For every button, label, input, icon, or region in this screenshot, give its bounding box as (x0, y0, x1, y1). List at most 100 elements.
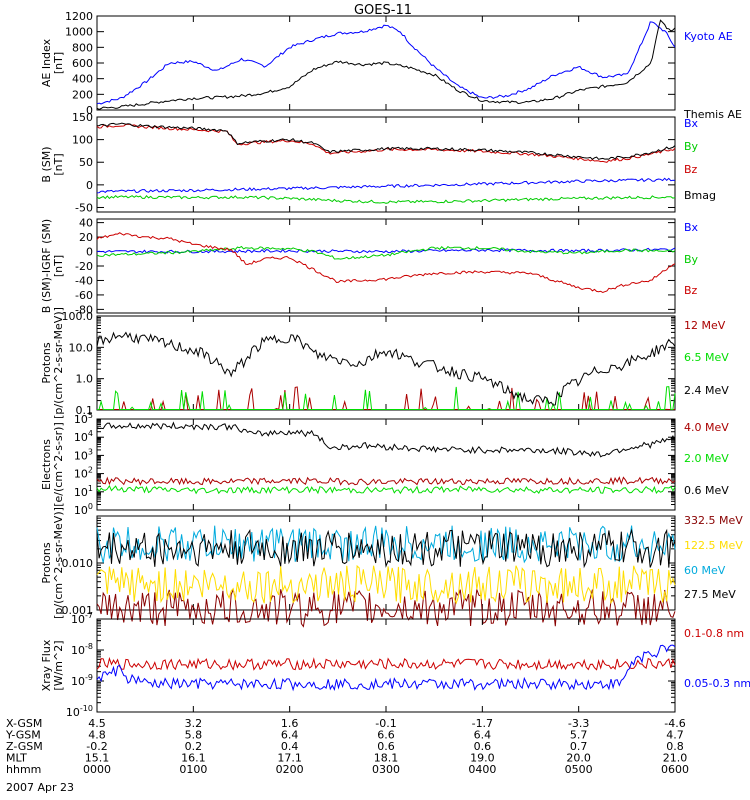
y-tick-label: 105 (74, 411, 93, 426)
time-axis-value: 21.0 (663, 752, 688, 765)
time-axis-value: 6.4 (281, 729, 299, 742)
y-axis-label: [e/(cm^2-s-sr)] (52, 422, 65, 507)
time-axis-value: 4.5 (88, 717, 106, 730)
time-axis-value: 0100 (179, 763, 207, 776)
legend-label: 2.0 MeV (684, 452, 729, 465)
panel-frame (96, 618, 676, 713)
time-axis-value: 4.7 (666, 729, 684, 742)
series-line-kyoto-ae (96, 21, 676, 105)
legend-label: 12 MeV (684, 319, 726, 332)
y-axis-label: B (SM)-IGRF (SM) (40, 219, 53, 313)
panel-4: 0.1 1.0 10.0 100.0 Protons [p/(cm^2-s-sr-MeV)… (40, 307, 729, 419)
legend-label: Bx (684, 221, 699, 234)
time-axis-value: -0.1 (375, 717, 396, 730)
legend-label: 60 MeV (684, 564, 726, 577)
y-tick-label: -80 (75, 303, 93, 316)
time-axis-value: 1.6 (281, 717, 299, 730)
time-axis-value: -0.2 (86, 740, 107, 753)
y-tick-label: 100 (72, 134, 93, 147)
time-axis-row-label: hhmm (6, 763, 41, 776)
panel-6: 0.001 0.010 Protons [p/(cm^2-s-sr-MeV)] 332.… (40, 507, 743, 628)
y-tick-label: 800 (72, 41, 93, 54)
time-axis-value: 15.1 (85, 752, 110, 765)
series-line-0-6-mev (96, 421, 676, 458)
panel-5: 100 101 102 103 104 105 Electrons [e/(cm^2-s-sr… (40, 411, 729, 517)
series-line-bmag (96, 122, 676, 160)
legend-label: 4.0 MeV (684, 421, 729, 434)
time-axis-value: 18.1 (374, 752, 399, 765)
time-axis-value: 0.6 (377, 740, 395, 753)
time-axis-value: -3.3 (568, 717, 589, 730)
y-axis-label: Protons (40, 542, 53, 583)
y-tick-label: 104 (74, 429, 93, 444)
y-tick-label: 50 (79, 156, 93, 169)
time-axis-value: 19.0 (470, 752, 495, 765)
time-axis-value: 20.0 (566, 752, 591, 765)
time-axis-value: 0000 (83, 763, 111, 776)
series-line-themis-ae (96, 19, 676, 110)
y-tick-label: 102 (74, 466, 93, 481)
y-tick-label: 600 (72, 57, 93, 70)
series-line-bx (96, 247, 676, 254)
series-line-bz (96, 232, 676, 294)
y-tick-label: 1200 (65, 10, 93, 23)
y-tick-label: 103 (74, 447, 93, 462)
time-axis-row-label: Z-GSM (6, 740, 43, 753)
y-axis-label: AE Index (40, 38, 53, 87)
time-axis-value: 0.7 (570, 740, 588, 753)
series-line-27-5-mev (96, 528, 676, 569)
series-line-122-5-mev (96, 564, 676, 605)
panel-2: -50 0 50 100 150 B (SM) [nT] Bx By Bz Bmag (40, 111, 716, 214)
time-axis-value: 16.1 (181, 752, 206, 765)
y-tick-label: -40 (75, 274, 93, 287)
time-axis-value: 0200 (276, 763, 304, 776)
y-axis-label: [nT] (52, 255, 65, 277)
y-tick-label: 20 (79, 231, 93, 244)
series-line-4-0-mev (96, 476, 676, 486)
time-axis-value: 17.1 (277, 752, 302, 765)
time-axis-table: X-GSM 4.5 3.2 1.6 -0.1 -1.7 -3.3 -4.6 Y-GSM 4.8 5.… (5, 717, 689, 776)
panel-frame (96, 218, 676, 314)
time-axis-value: 6.6 (377, 729, 395, 742)
y-tick-label: 0 (86, 104, 93, 117)
time-axis-value: 0300 (372, 763, 400, 776)
time-axis-value: 6.4 (474, 729, 492, 742)
legend-label: 332.5 MeV (684, 514, 743, 527)
legend-label: Bz (684, 284, 698, 297)
legend-label: Bz (684, 163, 698, 176)
y-axis-label: [nT] (52, 153, 65, 175)
time-axis-value: 0.6 (474, 740, 492, 753)
time-axis-value: 0400 (468, 763, 496, 776)
series-line-by (96, 195, 676, 204)
y-tick-label: 1000 (65, 26, 93, 39)
legend-label: Bmag (684, 189, 716, 202)
legend-label: 0.6 MeV (684, 484, 729, 497)
time-axis-value: 4.8 (88, 729, 106, 742)
y-tick-label: 40 (79, 217, 93, 230)
time-axis-value: 5.8 (185, 729, 203, 742)
series-line-bz (96, 123, 676, 163)
y-tick-label: 400 (72, 73, 93, 86)
series-line-0-1-0-8-nm (96, 656, 676, 671)
y-tick-label: 150 (72, 111, 93, 124)
y-tick-label: -60 (75, 289, 93, 302)
panel-1: 0 200 400 600 800 1000 1200 AE Index [nT] Kyoto A… (40, 10, 742, 121)
legend-label: 2.4 MeV (684, 384, 729, 397)
time-axis-row-label: Y-GSM (5, 729, 41, 742)
y-tick-label: 0.001 (62, 604, 94, 617)
time-axis-value: 5.7 (570, 729, 588, 742)
date-label: 2007 Apr 23 (6, 781, 74, 794)
time-axis-value: 0.2 (185, 740, 203, 753)
legend-label: Kyoto AE (684, 30, 733, 43)
y-axis-label: [W/m^2] (52, 640, 65, 690)
legend-label: 0.1-0.8 nm (684, 627, 744, 640)
y-tick-label: 0 (86, 246, 93, 259)
y-axis-label: Protons (40, 342, 53, 383)
series-line-2-0-mev (96, 484, 676, 495)
series-line-332-5-mev (96, 588, 676, 628)
legend-label: 6.5 MeV (684, 351, 729, 364)
